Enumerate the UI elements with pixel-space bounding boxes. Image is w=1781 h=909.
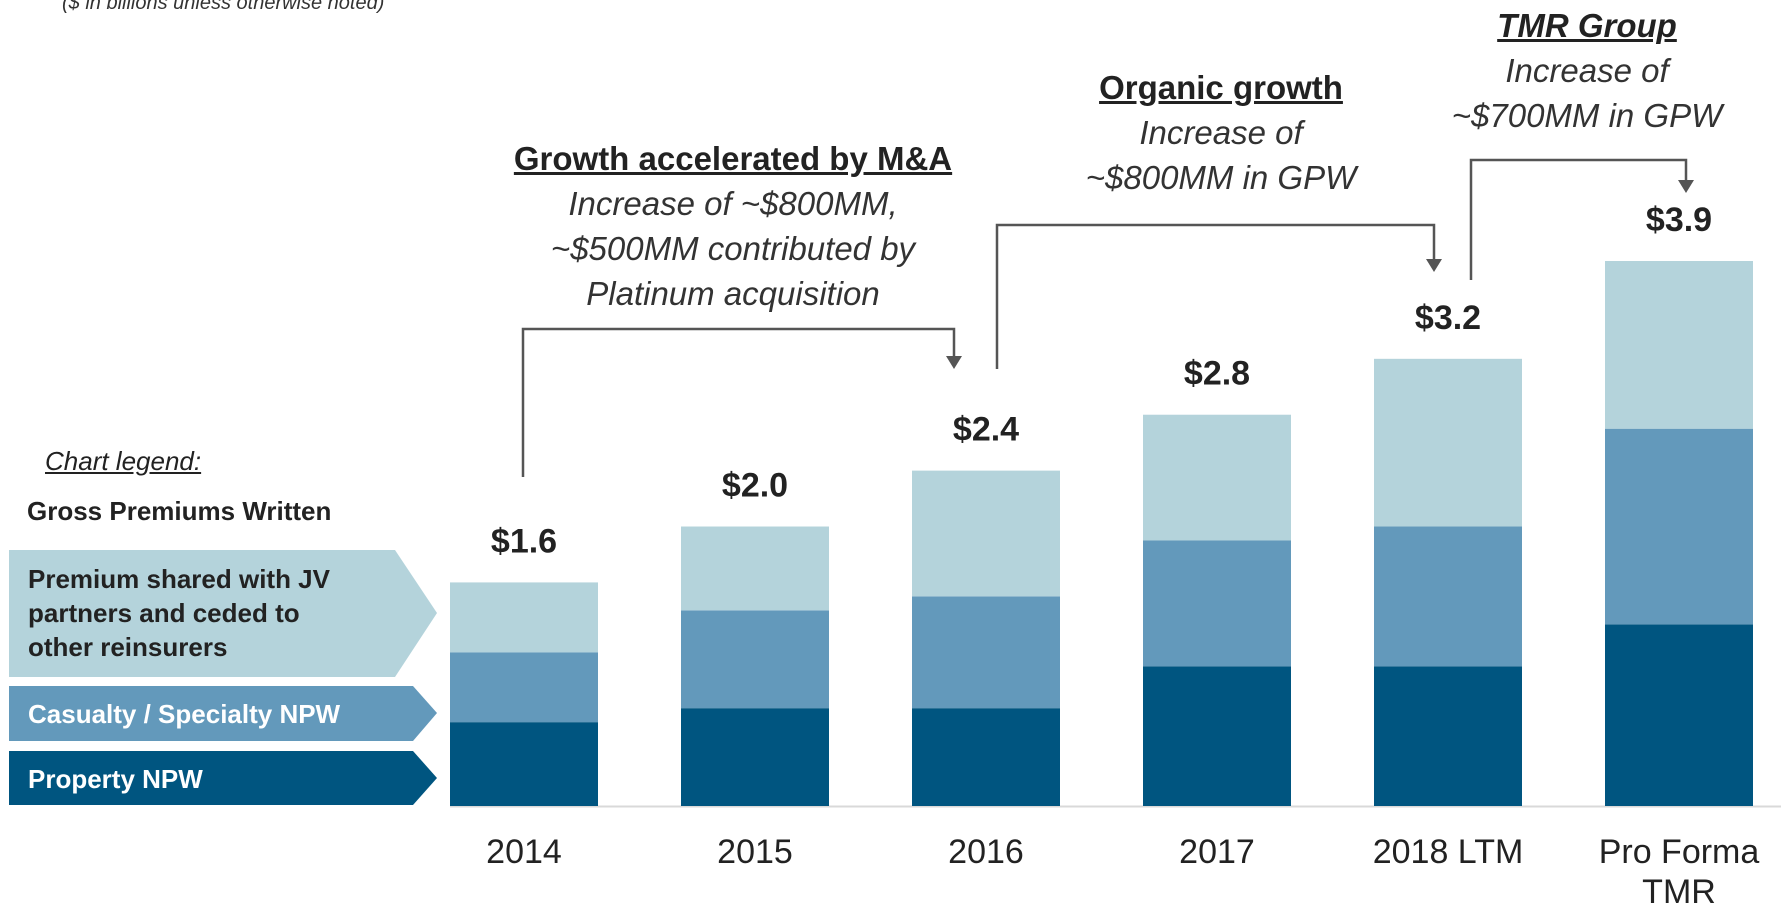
bar-segment: [1374, 358, 1522, 527]
bar-segment: [1605, 624, 1753, 806]
total-label: $3.9: [1646, 201, 1712, 239]
x-tick-label: 2018 LTM: [1372, 833, 1524, 871]
arrowhead: [1678, 180, 1694, 193]
annotation-text: ~$700MM in GPW: [1451, 97, 1723, 134]
x-tick-label: 2014: [486, 833, 562, 871]
bar-segment: [681, 708, 829, 806]
brackets: [521, 158, 1688, 477]
annotation-text: ~$500MM contributed by: [550, 230, 916, 267]
x-tick-label: 2015: [717, 833, 793, 871]
arrowheads: [946, 180, 1694, 369]
bar-segment: [450, 652, 598, 723]
bar-segment: [450, 582, 598, 653]
bar-segment: [681, 610, 829, 709]
arrowhead: [946, 356, 962, 369]
legend-label: Casualty / Specialty NPW: [28, 699, 341, 729]
annotation-title: Growth accelerated by M&A: [513, 140, 953, 177]
annotation-text: ~$800MM in GPW: [1085, 159, 1357, 196]
total-label: $2.8: [1184, 355, 1250, 393]
x-tick-label: 2016: [948, 833, 1024, 871]
total-label: $2.0: [722, 467, 788, 505]
annotation-text: Increase of ~$800MM,: [568, 185, 898, 222]
bar-segment: [912, 596, 1060, 709]
annotation-text: Increase of: [1139, 114, 1303, 151]
bar-segment: [1143, 540, 1291, 667]
total-label: $3.2: [1415, 299, 1481, 337]
annotation: Growth accelerated by M&A Increase of ~$…: [514, 136, 952, 316]
annotation-text: Platinum acquisition: [586, 275, 880, 312]
bar-segment: [912, 470, 1060, 597]
bar-segment: [1605, 428, 1753, 625]
bar-segment: [912, 708, 1060, 806]
legend-swatch: [9, 751, 437, 805]
bar-segment: [1143, 666, 1291, 806]
legend-heading: Chart legend:: [45, 446, 202, 476]
bracket: [521, 327, 956, 477]
bar-segment: [681, 526, 829, 611]
total-label: $1.6: [491, 522, 557, 560]
annotation-title: TMR Group: [1497, 7, 1677, 44]
legend-swatch: [9, 686, 437, 741]
bracket: [1469, 158, 1688, 280]
legend-swatch: [9, 550, 437, 677]
bar-segment: [1374, 526, 1522, 667]
bar-segment: [450, 722, 598, 806]
bar-segment: [1605, 261, 1753, 429]
total-label: $2.4: [953, 411, 1019, 449]
annotation-title: Organic growth: [1099, 69, 1343, 106]
legend-label: Property NPW: [28, 764, 203, 794]
annotation: TMR Group Increase of ~$700MM in GPW: [1452, 3, 1723, 138]
x-tick-label: 2017: [1179, 833, 1255, 871]
annotation-text: Increase of: [1505, 52, 1669, 89]
arrowhead: [1426, 259, 1442, 272]
subtitle: ($ in billions unless otherwise noted): [62, 0, 385, 14]
legend-label: Premium shared with JV partners and cede…: [28, 564, 330, 662]
bracket: [995, 223, 1436, 369]
x-tick-label: Pro Forma TMR: [1598, 833, 1760, 909]
bar-segment: [1143, 414, 1291, 541]
annotation: Organic growth Increase of ~$800MM in GP…: [1086, 65, 1357, 200]
bar-segment: [1374, 666, 1522, 806]
legend-subheading: Gross Premiums Written: [27, 496, 332, 526]
